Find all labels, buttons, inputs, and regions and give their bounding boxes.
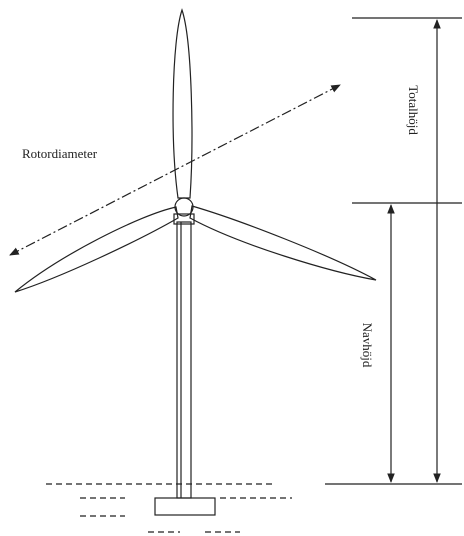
rotor-diameter-label: Rotordiameter (22, 146, 98, 161)
rotor-diameter-arrow (9, 84, 341, 256)
tower (173, 213, 195, 499)
height-lines (325, 17, 462, 485)
hub-height-label: Navhöjd (360, 323, 375, 368)
foundation (46, 483, 292, 533)
total-height-label: Totalhöjd (406, 85, 421, 135)
